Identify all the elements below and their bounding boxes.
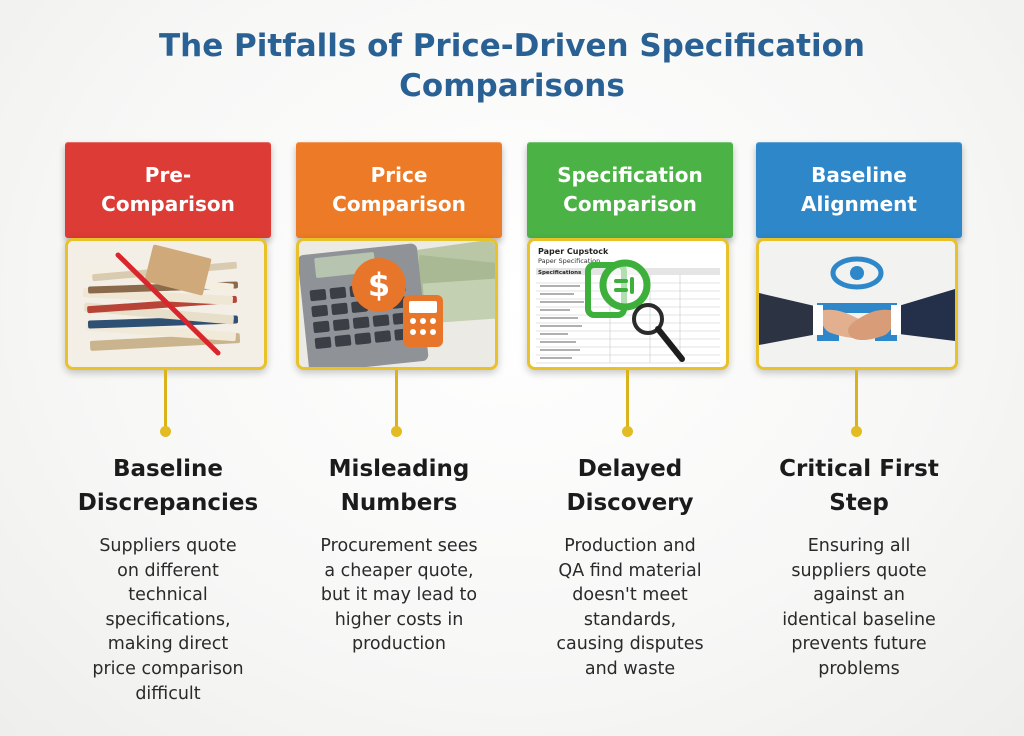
column-baseline-alignment: Baseline Alignment Critical First Step E… [756, 142, 962, 679]
header-line-1: Specification [557, 163, 703, 187]
header-line-1: Pre- [144, 163, 192, 187]
description-line: against an [813, 585, 905, 606]
description-line: making direct [107, 634, 229, 655]
description-line: price comparison [92, 658, 244, 679]
subtitle-line-1: Baseline [112, 456, 224, 482]
description-pre-comparison: Suppliers quote on different technical s… [51, 534, 285, 706]
description-line: a cheaper quote, [324, 560, 474, 581]
description-line: on different [117, 560, 219, 581]
dollar-coin-icon [352, 258, 406, 312]
calculator-money-illustration: $ [299, 241, 495, 367]
description-line: Suppliers quote [99, 536, 237, 556]
header-line-2: Comparison [101, 192, 235, 216]
header-line-2: Comparison [563, 192, 697, 216]
connector-dot [160, 426, 171, 437]
connector-line [626, 370, 629, 430]
header-price-comparison: Price Comparison [296, 142, 502, 238]
header-line-1: Price [370, 163, 428, 187]
description-line: technical [128, 585, 208, 606]
left-sleeve [759, 293, 823, 345]
title-line-2: Comparisons [399, 68, 625, 104]
description-line: QA find material [558, 560, 702, 581]
description-line: problems [818, 658, 900, 679]
description-price-comparison: Procurement sees a cheaper quote, but it… [282, 534, 516, 657]
connector-dot [851, 426, 862, 437]
spec-sheet-illustration: Paper Cupstock Paper Specification Speci… [530, 241, 726, 367]
header-line-2: Comparison [332, 192, 466, 216]
subtitle-line-1: Misleading [328, 456, 470, 482]
svg-text:$: $ [368, 266, 390, 304]
page-title: The Pitfalls of Price-Driven Specificati… [0, 26, 1024, 106]
description-line: but it may lead to [320, 585, 478, 606]
image-handshake [756, 238, 958, 370]
description-line: difficult [135, 683, 201, 704]
description-line: specifications, [105, 609, 231, 630]
right-hand [848, 309, 895, 341]
paper-stack-illustration [68, 241, 264, 367]
subtitle-line-2: Numbers [340, 490, 458, 516]
header-line-1: Baseline [811, 163, 907, 187]
header-baseline-alignment: Baseline Alignment [756, 142, 962, 238]
connector-line [395, 370, 398, 430]
right-sleeve [891, 289, 955, 341]
description-line: suppliers quote [791, 560, 927, 581]
subtitle-line-2: Discovery [566, 490, 694, 516]
description-baseline-alignment: Ensuring all suppliers quote against an … [742, 534, 976, 682]
header-pre-comparison: Pre- Comparison [65, 142, 271, 238]
column-specification-comparison: Specification Comparison Paper Cupstock … [527, 142, 733, 679]
column-price-comparison: Price Comparison $ [296, 142, 502, 654]
description-line: doesn't meet [572, 585, 688, 606]
subtitle-critical-first-step: Critical First Step [742, 452, 976, 520]
subtitle-line-1: Delayed [577, 456, 683, 482]
subtitle-line-2: Step [829, 490, 889, 516]
subtitle-line-1: Critical First [779, 456, 939, 482]
spec-sheet-subheading: Paper Specification [538, 257, 600, 265]
description-line: Production and [564, 536, 696, 556]
header-line-2: Alignment [801, 192, 917, 216]
description-line: Procurement sees [320, 536, 478, 556]
description-line: production [352, 634, 446, 655]
handshake-illustration [759, 241, 955, 367]
connector-line [164, 370, 167, 430]
description-line: causing disputes [556, 634, 704, 655]
description-line: identical baseline [782, 609, 936, 630]
description-line: Ensuring all [807, 536, 911, 556]
spec-sheet-section: Specifications [538, 270, 582, 276]
connector-line [855, 370, 858, 430]
document-magnifier-icon [585, 259, 685, 362]
description-specification-comparison: Production and QA find material doesn't … [513, 534, 747, 682]
subtitle-delayed-discovery: Delayed Discovery [513, 452, 747, 520]
spec-sheet-heading: Paper Cupstock [538, 247, 609, 256]
description-line: higher costs in [334, 609, 464, 630]
connector-dot [622, 426, 633, 437]
image-paper-stack [65, 238, 267, 370]
subtitle-line-2: Discrepancies [77, 490, 259, 516]
image-calculator-money: $ [296, 238, 498, 370]
subtitle-baseline-discrepancies: Baseline Discrepancies [51, 452, 285, 520]
subtitle-misleading-numbers: Misleading Numbers [282, 452, 516, 520]
eye-icon [830, 256, 884, 290]
description-line: prevents future [791, 634, 927, 655]
connector-dot [391, 426, 402, 437]
description-line: standards, [583, 609, 677, 630]
title-line-1: The Pitfalls of Price-Driven Specificati… [159, 28, 865, 64]
header-specification-comparison: Specification Comparison [527, 142, 733, 238]
description-line: and waste [584, 658, 676, 679]
column-pre-comparison: Pre- Comparison Baseline Discrepanc [65, 142, 271, 704]
image-spec-sheet: Paper Cupstock Paper Specification Speci… [527, 238, 729, 370]
